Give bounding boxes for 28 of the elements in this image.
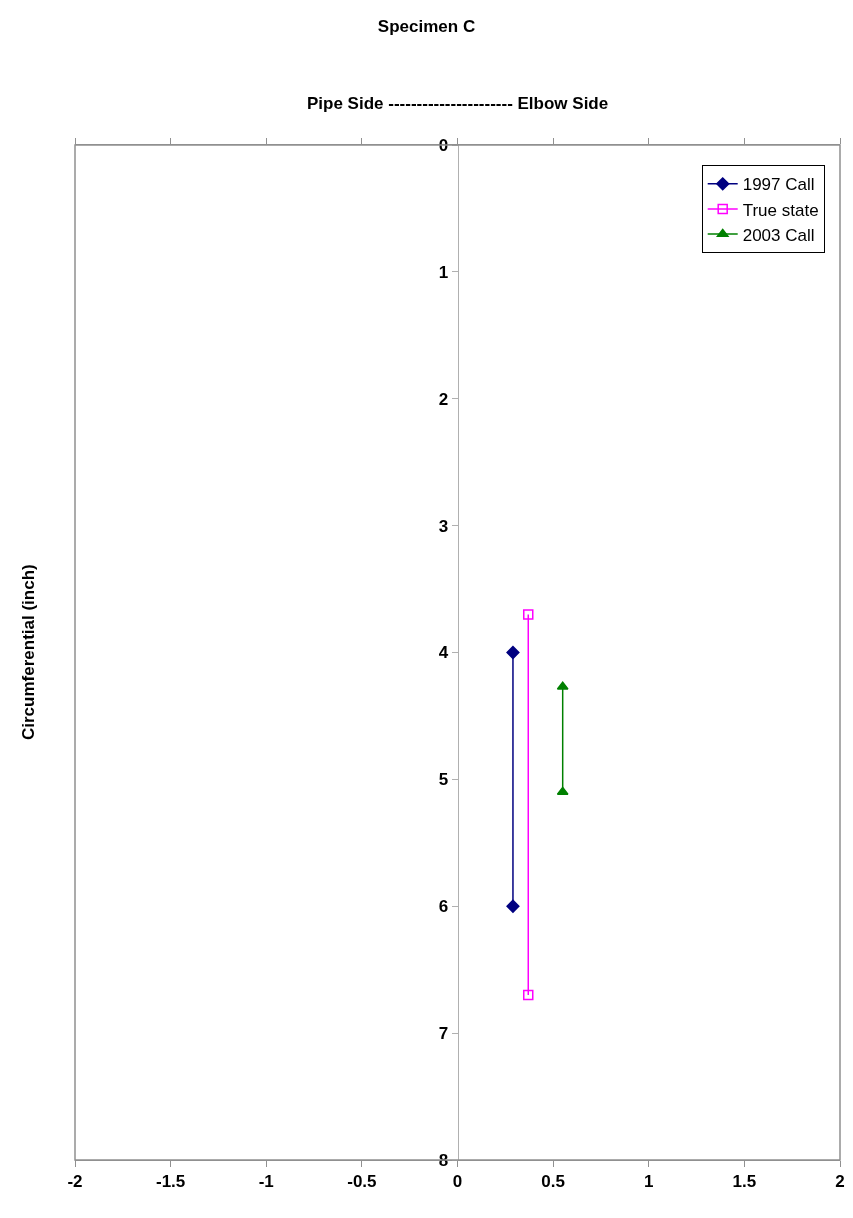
y-tick-label: 7	[438, 1024, 449, 1044]
point	[506, 645, 520, 660]
y-tick-label: 8	[438, 1150, 449, 1170]
y-tick-label: 0	[438, 135, 449, 155]
y-tick-label: 4	[438, 643, 449, 663]
x-tick-label: 1	[644, 1172, 654, 1192]
x-tick-label: -1	[258, 1172, 274, 1192]
legend-label: True state	[742, 200, 819, 220]
chart-title: Specimen C	[377, 16, 476, 36]
y-tick-label: 3	[438, 516, 449, 536]
x-tick-label: -1.5	[155, 1172, 186, 1192]
x-axis-title: Pipe Side ---------------------- Elbow Side	[307, 94, 609, 113]
y-tick-label: 6	[438, 897, 449, 917]
y-tick-label: 5	[438, 770, 449, 790]
x-tick-label: -0.5	[347, 1172, 377, 1192]
x-tick-label: 0	[452, 1172, 463, 1192]
point	[523, 989, 534, 1001]
y-tick-label: 1	[438, 262, 449, 282]
y-tick-label: 2	[438, 389, 449, 409]
point	[506, 899, 520, 913]
x-tick-label: -2	[67, 1172, 83, 1192]
legend-label: 2003 Call	[742, 225, 815, 245]
x-tick-label: 0.5	[541, 1172, 565, 1192]
point	[523, 609, 534, 620]
x-tick-label: 2	[835, 1172, 845, 1192]
y-axis-title: Circumferential (inch)	[19, 564, 38, 740]
x-tick-label: 1.5	[732, 1172, 757, 1192]
legend-label: 1997 Call	[742, 175, 815, 195]
